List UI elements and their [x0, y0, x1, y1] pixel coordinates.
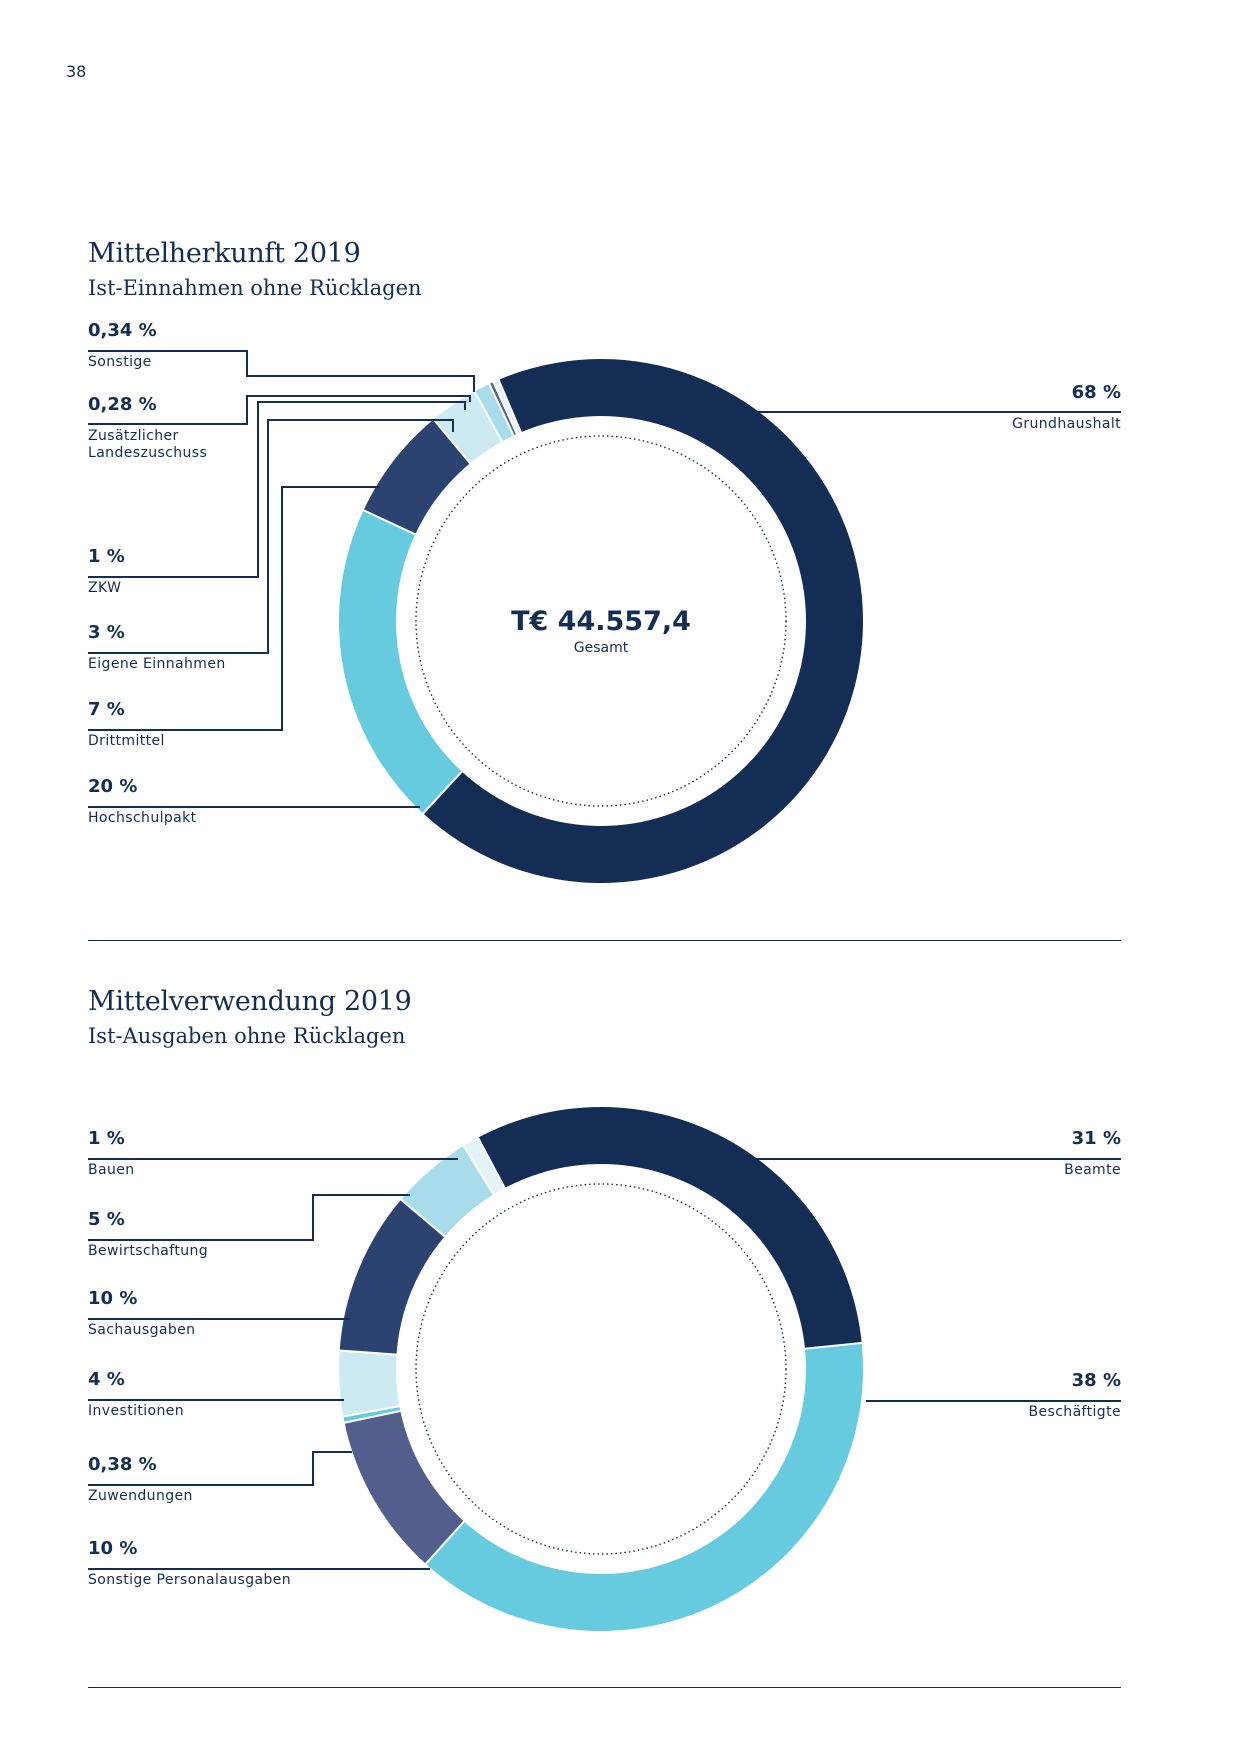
- chart1-label-eigene-einnahmen: 3 % Eigene Einnahmen: [88, 622, 226, 673]
- donut-slice-investitionen: [338, 1350, 400, 1417]
- slice-separator: [398, 1197, 447, 1239]
- slice-percent: 38 %: [1071, 1370, 1121, 1391]
- center-total-label: Gesamt: [574, 640, 629, 656]
- slice-name: Beschäftigte: [1028, 1404, 1121, 1420]
- inner-dotted-ring: [415, 435, 787, 807]
- slice-separator: [342, 1409, 403, 1425]
- slice-separator: [476, 1135, 507, 1191]
- chart2-label-investitionen: 4 % Investitionen: [88, 1369, 184, 1420]
- donut-slice-eigene-einnahmen: [433, 391, 503, 464]
- slice-percent: 10 %: [88, 1538, 138, 1559]
- page-number: 38: [66, 62, 87, 81]
- chart2-subtitle: Ist-Ausgaben ohne Rücklagen: [88, 1024, 406, 1048]
- slice-separator: [361, 508, 418, 537]
- slice-percent: 20 %: [88, 776, 138, 797]
- slice-name: Hochschulpakt: [88, 810, 197, 826]
- slice-name: Sonstige: [88, 354, 152, 370]
- donut-slice-zuwendungen: [343, 1406, 401, 1423]
- chart2-label-bewirtschaftung: 5 % Bewirtschaftung: [88, 1209, 208, 1260]
- slice-name: Bauen: [88, 1162, 135, 1178]
- slice-separator: [423, 1519, 467, 1567]
- slice-percent: 3 %: [88, 622, 125, 643]
- slice-name: Eigene Einnahmen: [88, 656, 226, 672]
- slice-separator: [496, 377, 523, 435]
- slice-name: ZKW: [88, 580, 122, 596]
- slice-separator: [802, 1341, 864, 1350]
- chart2-label-bauen: 1 % Bauen: [88, 1128, 135, 1179]
- slice-name: Sachausgaben: [88, 1322, 196, 1338]
- chart1-label-landeszuschuss: 0,28 % Zusätzlicher Landeszuschuss: [88, 394, 218, 462]
- slice-name: Beamte: [1064, 1162, 1121, 1178]
- slice-name: Investitionen: [88, 1403, 185, 1419]
- chart2-label-sonstige-personalausgaben: 10 % Sonstige Personalausgaben: [88, 1538, 291, 1589]
- donut-slice-hochschulpakt: [339, 510, 462, 814]
- slice-separator: [421, 769, 464, 816]
- bottom-divider: [88, 1687, 1121, 1688]
- donut-slice-beschäftigte: [425, 1342, 863, 1631]
- slice-separator: [491, 379, 519, 437]
- slice-separator: [337, 1349, 399, 1356]
- donut-slice-sonstige-personalausgaben: [344, 1411, 464, 1564]
- chart2-title: Mittelverwendung 2019: [88, 986, 412, 1017]
- chart1-label-hochschulpakt: 20 % Hochschulpakt: [88, 776, 197, 827]
- donut-chart-mittelverwendung: [337, 1107, 864, 1631]
- chart2-label-beamte: 31 % Beamte: [1064, 1128, 1121, 1179]
- slice-separator: [461, 1143, 496, 1197]
- slice-percent: 0,34 %: [88, 320, 157, 341]
- slice-name: Sonstige Personalausgaben: [88, 1572, 292, 1588]
- donut-slice-grundhaushalt: [423, 358, 864, 884]
- leader-line-zuwendungen: [88, 1451, 352, 1486]
- donut-slice-drittmittel: [363, 419, 471, 535]
- slice-name: Bewirtschaftung: [88, 1243, 209, 1259]
- donut-slice-zkw: [474, 384, 514, 442]
- leader-line-zkw: [88, 401, 466, 578]
- slice-percent: 5 %: [88, 1209, 125, 1230]
- donut-slice-zusätzlicher-landeszuschuss: [489, 382, 517, 436]
- leader-line-drittmittel: [88, 486, 380, 731]
- donut-slice-sachausgaben: [339, 1199, 445, 1355]
- slice-percent: 0,38 %: [88, 1454, 157, 1475]
- slice-percent: 1 %: [88, 546, 125, 567]
- slice-name: Zusätzlicher Landeszuschuss: [88, 428, 208, 461]
- slice-percent: 0,28 %: [88, 394, 157, 415]
- chart1-label-grundhaushalt: 68 % Grundhaushalt: [1012, 382, 1121, 433]
- donut-slice-beamte: [477, 1107, 862, 1349]
- slice-separator: [431, 417, 473, 466]
- chart1-subtitle: Ist-Einnahmen ohne Rücklagen: [88, 276, 422, 300]
- chart1-title: Mittelherkunft 2019: [88, 238, 361, 269]
- slice-name: Zuwendungen: [88, 1488, 193, 1504]
- leader-line-sonstige: [88, 350, 475, 392]
- chart1-label-zkw: 1 % ZKW: [88, 546, 125, 597]
- chart2-label-zuwendungen: 0,38 % Zuwendungen: [88, 1454, 193, 1505]
- slice-percent: 68 %: [1071, 382, 1121, 403]
- chart2-label-sachausgaben: 10 % Sachausgaben: [88, 1288, 195, 1339]
- leader-line-landeszuschuss: [88, 395, 471, 425]
- slice-name: Grundhaushalt: [1012, 416, 1121, 432]
- slice-name: Drittmittel: [88, 733, 165, 749]
- donut-slice-bauen: [463, 1137, 505, 1195]
- slice-percent: 1 %: [88, 1128, 125, 1149]
- slice-percent: 7 %: [88, 699, 125, 720]
- slice-percent: 10 %: [88, 1288, 138, 1309]
- chart2-label-beschaeftigte: 38 % Beschäftigte: [1028, 1370, 1121, 1421]
- donut-slice-bewirtschaftung: [401, 1145, 494, 1237]
- slice-separator: [487, 381, 516, 438]
- chart1-label-drittmittel: 7 % Drittmittel: [88, 699, 165, 750]
- donut-chart-mittelherkunft: [339, 358, 864, 884]
- inner-dotted-ring: [415, 1183, 787, 1555]
- slice-separator: [341, 1404, 402, 1418]
- leader-line-eigene-einnahmen: [88, 419, 454, 654]
- leader-line-bewirtschaftung: [88, 1194, 410, 1241]
- chart1-label-sonstige: 0,34 % Sonstige: [88, 320, 157, 371]
- center-total-value: T€ 44.557,4: [511, 606, 691, 637]
- donut-slice-sonstige: [493, 379, 521, 435]
- slice-percent: 31 %: [1071, 1128, 1121, 1149]
- section-divider: [88, 940, 1121, 941]
- slice-separator: [472, 389, 504, 444]
- slice-percent: 4 %: [88, 1369, 125, 1390]
